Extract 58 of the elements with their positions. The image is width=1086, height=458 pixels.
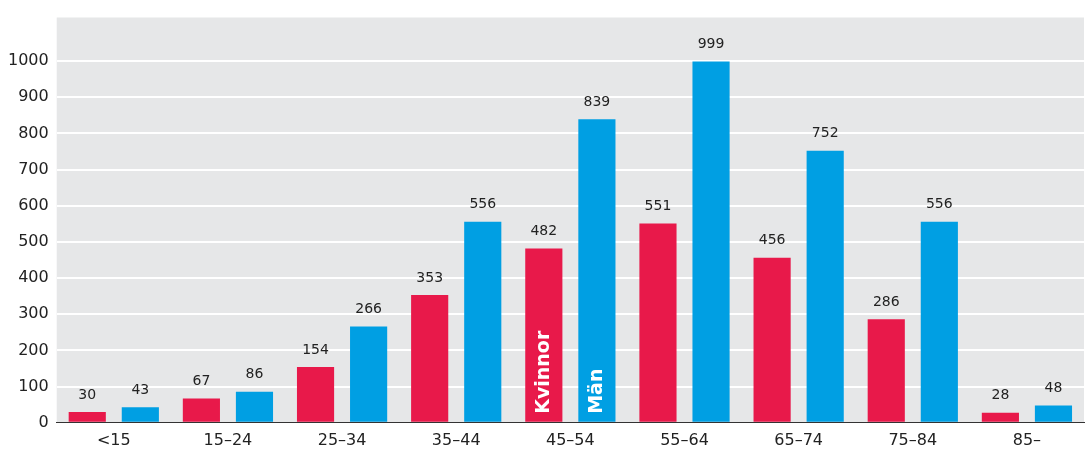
x-tick-label: 55–64	[660, 429, 709, 449]
bar	[920, 221, 958, 422]
y-tick-label: 600	[18, 194, 49, 214]
x-tick-label: 75–84	[888, 429, 938, 449]
y-tick-label: 0	[38, 411, 49, 431]
bar	[639, 223, 677, 422]
y-tick-label: 300	[18, 303, 49, 323]
bar	[68, 411, 106, 422]
series-label: Kvinnor	[530, 330, 553, 414]
data-label: 154	[302, 340, 329, 357]
bar	[692, 61, 730, 422]
data-label: 43	[131, 380, 150, 397]
y-tick-label: 100	[18, 375, 49, 395]
y-tick-label: 700	[18, 158, 49, 178]
data-label: 30	[78, 385, 97, 402]
x-tick-label: 25–34	[317, 429, 367, 449]
bar	[867, 319, 905, 422]
bar	[525, 248, 563, 422]
y-tick-label: 900	[18, 86, 49, 106]
y-tick-label: 400	[18, 267, 49, 287]
data-label: 482	[530, 222, 558, 239]
data-label: 839	[583, 92, 611, 109]
data-label: 67	[192, 372, 211, 389]
x-tick-label: 85–	[1012, 429, 1042, 449]
x-tick-label: 45–54	[546, 429, 595, 449]
bar	[296, 367, 335, 422]
data-label: 456	[758, 231, 786, 248]
data-label: 556	[925, 195, 953, 212]
data-label: 286	[872, 292, 900, 309]
y-tick-label: 200	[18, 339, 49, 359]
bar	[235, 391, 274, 422]
bar	[464, 221, 502, 422]
data-label: 999	[697, 35, 725, 52]
bar	[411, 295, 449, 422]
data-label: 266	[355, 300, 383, 317]
bar	[806, 150, 844, 422]
bar	[578, 119, 616, 422]
data-label: 556	[469, 195, 497, 212]
bar	[981, 412, 1019, 422]
data-label: 48	[1044, 379, 1063, 396]
x-tick-label: 35–44	[431, 429, 481, 449]
bar	[121, 407, 159, 422]
series-label: Män	[583, 368, 606, 414]
bar	[182, 398, 220, 422]
y-tick-label: 1000	[8, 50, 49, 70]
data-label: 28	[991, 386, 1010, 403]
y-tick-label: 800	[18, 122, 49, 142]
x-tick-label: <15	[96, 429, 131, 449]
data-label: 353	[416, 268, 444, 285]
bar	[1034, 405, 1073, 422]
bar	[753, 257, 791, 422]
x-tick-label: 15–24	[203, 429, 253, 449]
data-label: 86	[245, 365, 264, 382]
x-tick-label: 65–74	[774, 429, 823, 449]
bar	[350, 326, 388, 422]
data-label: 551	[644, 197, 672, 214]
y-tick-label: 500	[18, 231, 49, 251]
data-label: 752	[811, 124, 839, 141]
